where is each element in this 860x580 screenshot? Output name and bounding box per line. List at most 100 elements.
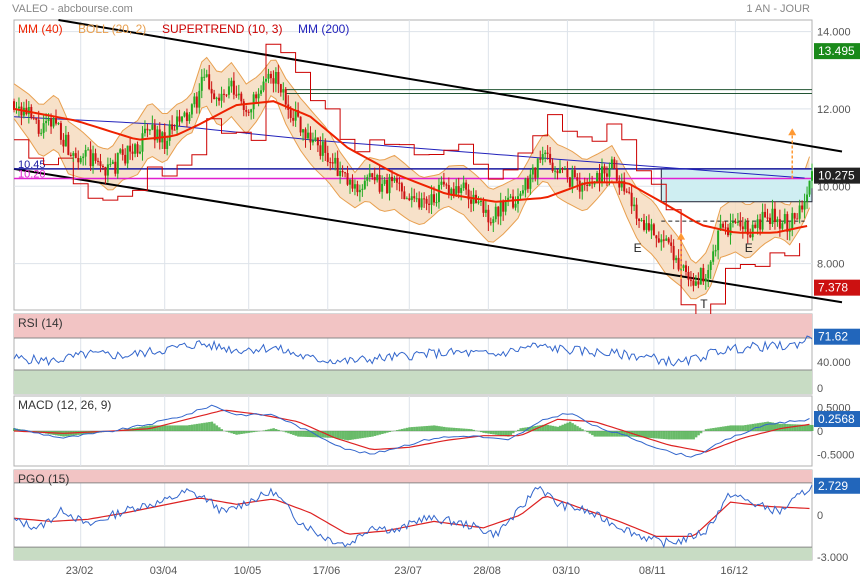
candle-body xyxy=(613,159,616,169)
candle-body xyxy=(771,208,774,224)
candle-body xyxy=(356,184,359,193)
candle-body xyxy=(225,94,228,96)
candle-body xyxy=(408,198,411,201)
candle-body xyxy=(106,164,109,176)
macd-hist-bar xyxy=(282,431,285,432)
pattern-label-t: T xyxy=(700,297,708,311)
candle-body xyxy=(487,209,490,223)
candle-body xyxy=(104,167,107,176)
candle-body xyxy=(687,271,690,280)
macd-hist-bar xyxy=(250,431,253,433)
candle-body xyxy=(425,198,428,204)
candle-body xyxy=(272,78,275,84)
macd-hist-bar xyxy=(358,431,362,439)
candle-body xyxy=(57,123,60,125)
price-badge-7.378: 7.378 xyxy=(818,281,848,295)
macd-hist-bar xyxy=(329,431,332,438)
pgo-line xyxy=(13,484,813,549)
price-badge-13.495-bg xyxy=(814,43,860,60)
macd-hist-bar xyxy=(803,424,807,431)
supertrend-line xyxy=(14,43,801,322)
macd-hist-bar xyxy=(531,426,535,431)
candle-body xyxy=(309,132,312,143)
candle-body xyxy=(665,238,668,241)
macd-hist-bar xyxy=(667,431,671,440)
macd-hist-bar xyxy=(445,427,448,431)
pattern-label-e: E xyxy=(634,241,642,255)
macd-hist-bar xyxy=(176,425,179,431)
candle-body xyxy=(754,224,757,228)
candle-body xyxy=(442,181,445,185)
candle-body xyxy=(136,144,139,154)
candle-body xyxy=(255,94,258,99)
candle-body xyxy=(796,218,799,220)
candle-body xyxy=(193,96,196,105)
candle-body xyxy=(331,162,334,164)
candle-body xyxy=(786,214,789,232)
macd-hist-bar xyxy=(682,431,686,440)
macd-hist-bar xyxy=(601,431,604,437)
macd-hist-bar xyxy=(287,431,290,434)
candle-body xyxy=(447,185,450,195)
macd-hist-bar xyxy=(190,424,194,431)
candle-body xyxy=(235,94,238,96)
candle-body xyxy=(146,128,149,131)
macd-hist-bar xyxy=(405,427,409,431)
candle-body xyxy=(670,242,673,246)
macd-hist-bar xyxy=(563,423,567,431)
candle-body xyxy=(329,162,332,164)
macd-hist-bar xyxy=(484,431,488,434)
macd-hist-bar xyxy=(655,431,658,439)
candle-body xyxy=(190,104,193,115)
macd-hist-bar xyxy=(294,431,298,436)
candle-body xyxy=(52,118,55,127)
macd-hist-bar xyxy=(32,431,36,432)
macd-hist-bar xyxy=(158,425,162,431)
candle-body xyxy=(42,123,45,133)
candle-body xyxy=(269,73,272,79)
candle-body xyxy=(729,222,732,236)
candle-body xyxy=(811,171,813,181)
macd-hist-bar xyxy=(524,427,527,431)
candle-body xyxy=(188,114,191,122)
candle-body xyxy=(465,182,468,190)
candle-body xyxy=(319,145,322,156)
candle-body xyxy=(181,116,183,122)
y-tick-label: 0 xyxy=(817,426,823,438)
candle-body xyxy=(131,151,134,154)
macd-hist-bar xyxy=(166,425,169,431)
candle-body xyxy=(97,160,99,162)
candle-body xyxy=(35,118,38,120)
macd-hist-bar xyxy=(341,431,345,440)
macd-hist-bar xyxy=(408,427,411,431)
macd-hist-bar xyxy=(781,423,784,431)
candle-body xyxy=(751,224,754,238)
legend-price-3: MM (200) xyxy=(298,22,349,36)
candle-body xyxy=(200,76,203,91)
macd-hist-bar xyxy=(699,431,703,434)
macd-hist-bar xyxy=(638,431,641,438)
candle-body xyxy=(519,193,522,197)
macd-hist-bar xyxy=(309,431,312,438)
macd-hist-bar xyxy=(573,424,577,431)
y-tick-label: 14.000 xyxy=(817,27,851,39)
macd-line xyxy=(13,404,810,458)
candle-body xyxy=(504,200,507,212)
macd-hist-bar xyxy=(546,424,550,431)
macd-hist-bar xyxy=(470,429,473,431)
candle-body xyxy=(586,184,589,186)
macd-hist-bar xyxy=(210,421,214,431)
candle-body xyxy=(778,219,781,229)
macd-hist-bar xyxy=(316,431,320,438)
y-tick-label: -0.5000 xyxy=(817,449,854,461)
macd-hist-bar xyxy=(198,423,201,431)
candle-body xyxy=(245,110,248,112)
candle-body xyxy=(460,188,463,193)
macd-hist-bar xyxy=(457,428,461,431)
candle-body xyxy=(358,189,361,193)
macd-hist-bar xyxy=(549,425,552,431)
candle-body xyxy=(393,178,396,182)
candle-body xyxy=(529,174,532,189)
macd-hist-bar xyxy=(274,429,278,431)
